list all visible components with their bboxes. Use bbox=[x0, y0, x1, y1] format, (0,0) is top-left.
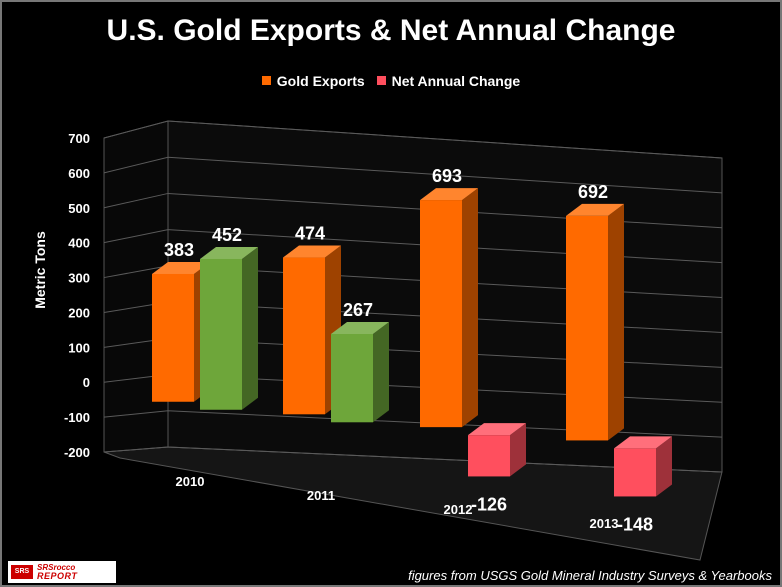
srsrocco-logo: SRS SRSrocco REPORT bbox=[8, 561, 116, 583]
bar-net-annual-change-2013-top bbox=[614, 436, 672, 449]
legend-label-net-annual-change: Net Annual Change bbox=[391, 72, 521, 89]
y-axis-title: Metric Tons bbox=[32, 231, 48, 309]
bar-net-annual-change-2012 bbox=[468, 435, 510, 477]
data-label-net-annual-change-2013: -148 bbox=[617, 514, 653, 534]
y-tick-label-500: 500 bbox=[68, 201, 90, 216]
bar-gold-exports-2013-top bbox=[566, 203, 624, 216]
chart-title: U.S. Gold Exports & Net Annual Change bbox=[106, 14, 676, 47]
y-tick-label--100: -100 bbox=[64, 410, 90, 425]
bar-gold-exports-2013 bbox=[566, 215, 608, 441]
data-label-gold-exports-2011: 474 bbox=[295, 224, 325, 244]
gridline--100 bbox=[103, 410, 723, 438]
chart-legend: Gold Exports Net Annual Change bbox=[0, 72, 782, 89]
data-label-net-annual-change-2011: 267 bbox=[343, 300, 373, 320]
bar-gold-exports-2011 bbox=[283, 257, 325, 415]
y-tick-label-100: 100 bbox=[68, 340, 90, 355]
bar-net-annual-change-2012-top bbox=[468, 423, 526, 436]
legend-item-gold-exports: Gold Exports bbox=[261, 72, 365, 89]
legend-label-gold-exports: Gold Exports bbox=[276, 72, 365, 89]
bar-net-annual-change-2010 bbox=[200, 258, 242, 410]
bar-gold-exports-2012-top bbox=[420, 188, 478, 201]
bar-net-annual-change-2010-side bbox=[242, 246, 258, 410]
y-tick-label-600: 600 bbox=[68, 166, 90, 181]
gridline--200 bbox=[103, 446, 723, 473]
x-tick-label-2013: 2013 bbox=[590, 516, 619, 531]
source-footnote: figures from USGS Gold Mineral Industry … bbox=[408, 568, 772, 583]
bar-gold-exports-2012-side bbox=[462, 188, 478, 428]
y-tick-label-300: 300 bbox=[68, 271, 90, 286]
y-tick-label-400: 400 bbox=[68, 236, 90, 251]
logo-text-top: SRSrocco bbox=[37, 563, 76, 572]
y-tick-label--200: -200 bbox=[64, 445, 90, 460]
bar-net-annual-change-2011-side bbox=[373, 322, 389, 423]
legend-swatch-gold-exports bbox=[261, 76, 271, 85]
logo-text: SRSrocco REPORT bbox=[37, 563, 77, 581]
data-label-gold-exports-2012: 693 bbox=[432, 166, 462, 186]
gridline-500 bbox=[103, 192, 723, 229]
x-tick-label-2012: 2012 bbox=[444, 502, 473, 517]
bar-net-annual-change-2013 bbox=[614, 448, 656, 497]
legend-item-net-annual-change: Net Annual Change bbox=[376, 72, 521, 89]
bar-gold-exports-2013-side bbox=[608, 203, 624, 441]
logo-text-bottom: REPORT bbox=[37, 571, 78, 581]
x-tick-label-2011: 2011 bbox=[307, 488, 335, 503]
data-label-gold-exports-2010: 383 bbox=[164, 240, 194, 260]
gridline-400 bbox=[103, 229, 723, 264]
logo-badge: SRS bbox=[11, 565, 33, 579]
gridline-600 bbox=[103, 156, 723, 194]
bar-gold-exports-2010 bbox=[152, 273, 194, 402]
data-label-net-annual-change-2012: -126 bbox=[471, 494, 507, 514]
legend-swatch-net-annual-change bbox=[376, 76, 386, 85]
bar-gold-exports-2011-top bbox=[283, 245, 341, 258]
data-label-net-annual-change-2010: 452 bbox=[212, 225, 242, 245]
bar-gold-exports-2012 bbox=[420, 200, 462, 428]
bar-net-annual-change-2011-top bbox=[331, 322, 389, 335]
bar-net-annual-change-2012-side bbox=[510, 423, 526, 477]
bar-net-annual-change-2011 bbox=[331, 334, 373, 423]
y-tick-label-200: 200 bbox=[68, 305, 90, 320]
bar-net-annual-change-2013-side bbox=[656, 436, 672, 497]
gridline-700 bbox=[103, 120, 723, 159]
y-tick-label-0: 0 bbox=[83, 375, 90, 390]
x-tick-label-2010: 2010 bbox=[176, 474, 205, 489]
bar-net-annual-change-2010-top bbox=[200, 246, 258, 259]
data-label-gold-exports-2013: 692 bbox=[578, 182, 608, 202]
bar-gold-exports-2010-top bbox=[152, 261, 210, 274]
y-tick-label-700: 700 bbox=[68, 131, 90, 146]
